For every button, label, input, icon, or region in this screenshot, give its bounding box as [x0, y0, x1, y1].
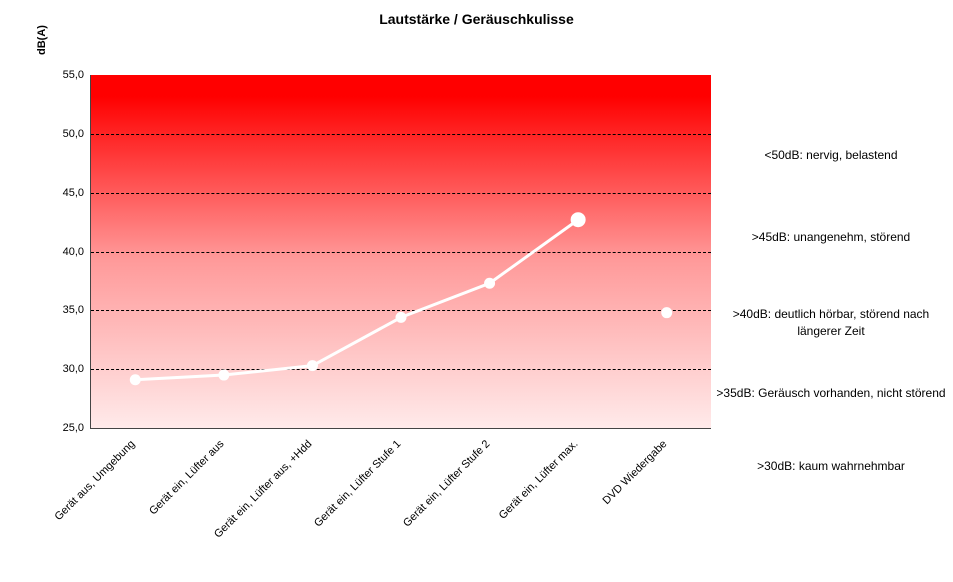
plot-area	[90, 75, 711, 429]
gridline	[91, 133, 711, 135]
data-point	[129, 374, 141, 386]
noise-level-annotation: >35dB: Geräusch vorhanden, nicht störend	[716, 386, 946, 400]
noise-level-annotation: >30dB: kaum wahrnehmbar	[757, 459, 905, 473]
chart-title: Lautstärke / Geräuschkulisse	[379, 11, 574, 27]
gridline	[91, 251, 711, 253]
y-tick-label: 30,0	[62, 363, 84, 376]
noise-level-annotation: >40dB: deutlich hörbar, störend nach län…	[732, 307, 930, 338]
data-point	[218, 369, 230, 381]
gridline	[91, 369, 711, 371]
y-tick-label: 50,0	[62, 127, 84, 140]
noise-level-annotation: >45dB: unangenehm, störend	[751, 230, 911, 244]
y-tick-label: 40,0	[62, 245, 84, 258]
y-tick-label: 25,0	[62, 422, 84, 434]
y-tick-label: 45,0	[62, 186, 84, 199]
data-point	[661, 307, 673, 319]
data-point	[395, 311, 407, 323]
noise-level-annotation: <50dB: nervig, belastend	[764, 148, 898, 162]
y-tick-label: 35,0	[62, 304, 84, 317]
series-line	[135, 218, 580, 382]
series-layer	[129, 212, 673, 386]
y-tick-label: 55,0	[62, 69, 84, 81]
data-point	[570, 212, 586, 228]
data-point	[484, 277, 496, 289]
gridline	[91, 310, 711, 312]
y-axis-title: dB(A)	[36, 25, 48, 55]
gridline	[91, 192, 711, 194]
data-point	[306, 360, 318, 372]
